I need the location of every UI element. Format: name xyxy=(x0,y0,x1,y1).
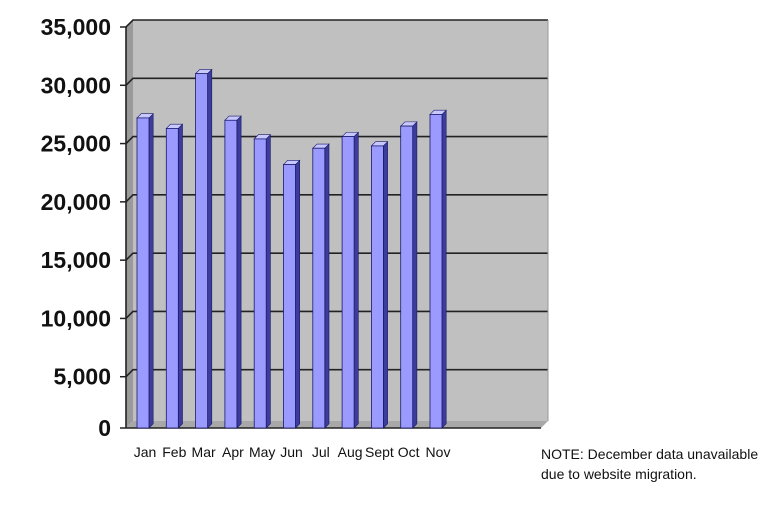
x-tick-label: Jan xyxy=(134,444,157,460)
bar xyxy=(399,121,418,429)
bar-side xyxy=(265,133,271,429)
bar-front xyxy=(224,119,238,429)
bar-front xyxy=(429,114,443,429)
bar-side xyxy=(441,109,447,429)
bar xyxy=(370,140,389,429)
x-tick-label: Mar xyxy=(192,444,216,460)
y-tick-label: 15,000 xyxy=(41,247,111,273)
x-tick-label: Jul xyxy=(312,444,330,460)
gridline xyxy=(125,77,548,86)
bar-front xyxy=(136,117,150,429)
x-tick-label: Sept xyxy=(365,444,394,460)
y-tick-label: 35,000 xyxy=(41,14,111,40)
bar-side xyxy=(148,112,154,429)
y-tick-label: 0 xyxy=(98,415,111,441)
x-tick-label: Oct xyxy=(398,444,420,460)
bar-front xyxy=(400,125,414,429)
bar xyxy=(224,115,242,429)
bar xyxy=(282,159,301,429)
bar-side xyxy=(236,115,242,429)
bar-side xyxy=(207,68,213,429)
bar-front xyxy=(165,128,179,429)
gridline xyxy=(125,19,548,28)
bar-front xyxy=(283,164,296,429)
plot-area xyxy=(125,19,549,429)
bar-front xyxy=(253,138,267,429)
bar-side xyxy=(353,131,359,429)
x-tick-label: Nov xyxy=(426,444,451,460)
bar xyxy=(194,68,213,429)
bar-front xyxy=(370,145,384,429)
x-axis-ticks: Jan Feb Mar Apr May Jun Jul Aug Sept Oct Nov xyxy=(134,444,451,460)
bar-front xyxy=(195,73,209,429)
bar-side xyxy=(324,143,330,429)
y-axis-ticks: 0 5,000 10,000 15,000 20,000 25,000 30,000 35,0… xyxy=(41,14,126,441)
chart-annotation-note: NOTE: December data unavailable due to w… xyxy=(541,446,759,482)
bar-front xyxy=(341,136,355,429)
bar xyxy=(136,112,154,429)
bar xyxy=(429,109,447,429)
plot-floor xyxy=(126,421,548,428)
x-tick-label: Jun xyxy=(280,444,303,460)
bar xyxy=(341,131,360,429)
bar-side xyxy=(412,121,418,429)
bar-side xyxy=(178,123,183,429)
bar xyxy=(165,123,184,429)
bar-series xyxy=(136,68,447,429)
plot-side-wall xyxy=(126,20,133,428)
bar-front xyxy=(312,147,326,429)
x-tick-label: Aug xyxy=(338,444,363,460)
x-tick-label: Apr xyxy=(222,444,244,460)
bar-side xyxy=(295,159,301,429)
y-tick-label: 5,000 xyxy=(53,364,111,390)
y-tick-label: 20,000 xyxy=(41,189,111,215)
x-tick-label: May xyxy=(249,444,275,460)
bar xyxy=(253,133,272,429)
bar xyxy=(312,143,330,429)
y-tick-label: 30,000 xyxy=(41,72,111,98)
y-tick-label: 10,000 xyxy=(41,305,111,331)
bar-side xyxy=(383,140,388,429)
x-tick-label: Feb xyxy=(162,444,186,460)
y-tick-label: 25,000 xyxy=(41,131,111,157)
